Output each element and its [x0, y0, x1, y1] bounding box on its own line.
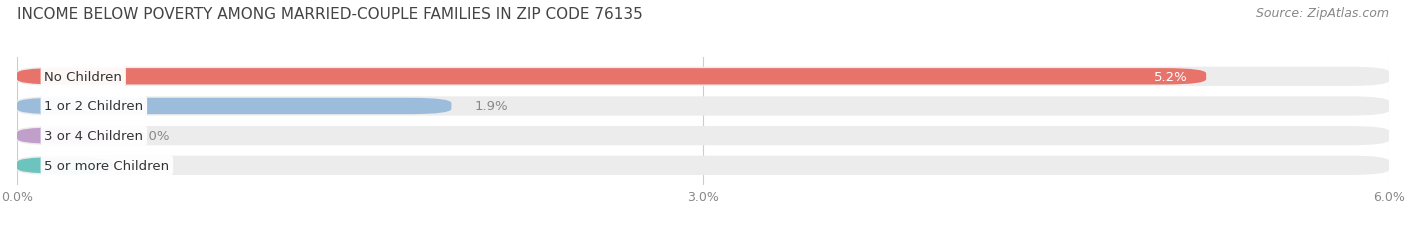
Text: 5 or more Children: 5 or more Children — [45, 159, 170, 172]
FancyBboxPatch shape — [17, 67, 1389, 87]
Text: 1.9%: 1.9% — [474, 100, 508, 113]
Text: INCOME BELOW POVERTY AMONG MARRIED-COUPLE FAMILIES IN ZIP CODE 76135: INCOME BELOW POVERTY AMONG MARRIED-COUPL… — [17, 7, 643, 22]
Text: No Children: No Children — [45, 70, 122, 83]
Text: 0.0%: 0.0% — [136, 159, 169, 172]
Text: Source: ZipAtlas.com: Source: ZipAtlas.com — [1256, 7, 1389, 20]
Text: 0.0%: 0.0% — [136, 130, 169, 143]
Text: 3 or 4 Children: 3 or 4 Children — [45, 130, 143, 143]
FancyBboxPatch shape — [17, 128, 112, 144]
FancyBboxPatch shape — [17, 126, 1389, 146]
FancyBboxPatch shape — [17, 97, 1389, 116]
FancyBboxPatch shape — [17, 98, 451, 115]
FancyBboxPatch shape — [17, 158, 112, 174]
Text: 5.2%: 5.2% — [1154, 70, 1188, 83]
Text: 1 or 2 Children: 1 or 2 Children — [45, 100, 143, 113]
FancyBboxPatch shape — [17, 69, 1206, 85]
FancyBboxPatch shape — [17, 156, 1389, 175]
